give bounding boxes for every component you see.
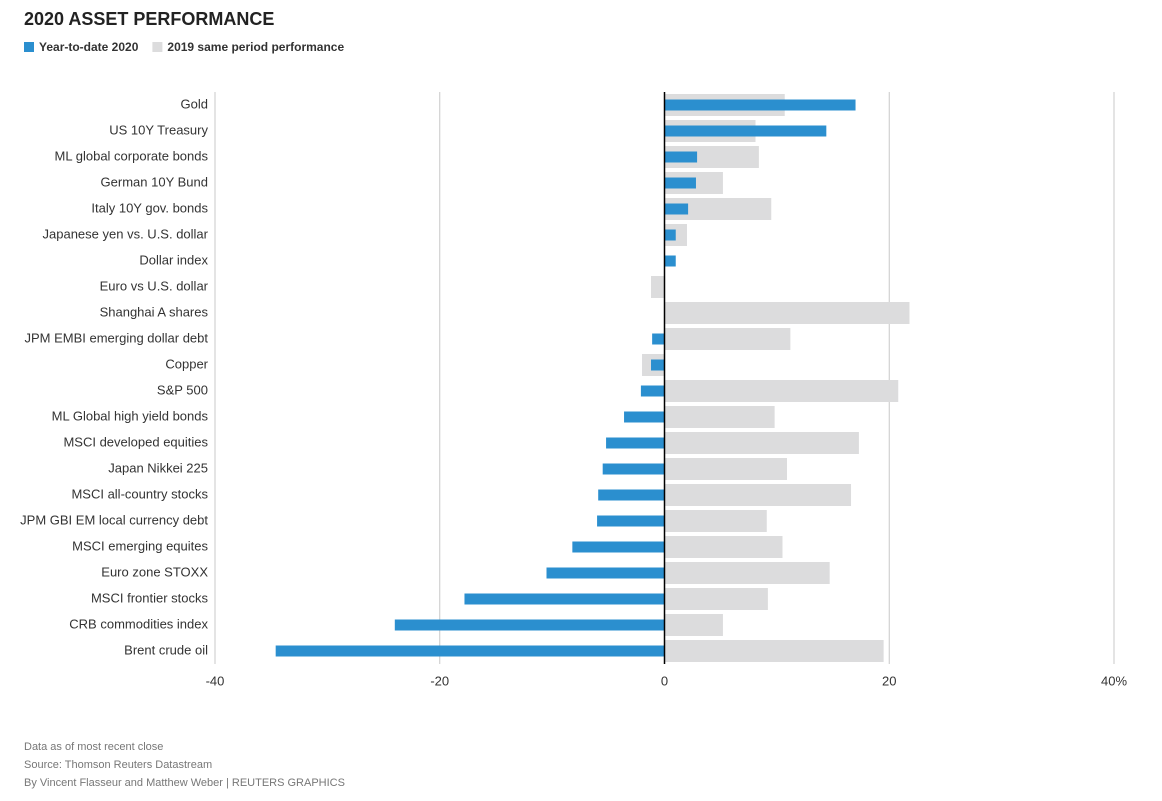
y-tick-label: Euro zone STOXX [101, 564, 208, 579]
note: Data as of most recent close [24, 741, 163, 753]
bar [624, 411, 665, 423]
y-tick-label: German 10Y Bund [101, 174, 208, 189]
bar [664, 229, 676, 241]
legend-swatch [152, 42, 163, 52]
x-tick-label: -40 [206, 673, 225, 688]
y-tick-label: Shanghai A shares [100, 304, 209, 319]
bar [664, 484, 852, 506]
bar [572, 541, 665, 553]
bar [664, 510, 767, 532]
y-tick-label: Italy 10Y gov. bonds [91, 200, 208, 215]
bar [664, 99, 856, 111]
bar [640, 385, 665, 397]
legend-swatch [24, 42, 34, 52]
bar [664, 198, 772, 220]
bar [664, 562, 830, 584]
bar [664, 328, 791, 350]
bar [275, 645, 665, 657]
y-tick-label: JPM EMBI emerging dollar debt [24, 330, 208, 345]
y-tick-label: Dollar index [139, 252, 208, 267]
bar [664, 432, 859, 454]
y-tick-label: JPM GBI EM local currency debt [20, 512, 208, 527]
bar [664, 614, 723, 636]
x-tick-label: 0 [661, 673, 668, 688]
bar [464, 593, 665, 605]
y-tick-label: US 10Y Treasury [109, 122, 208, 137]
bar [664, 588, 768, 610]
y-tick-label: S&P 500 [157, 382, 208, 397]
bar [664, 406, 775, 428]
bar [664, 536, 783, 558]
y-tick-label: MSCI frontier stocks [91, 590, 209, 605]
y-tick-label: Japan Nikkei 225 [108, 460, 208, 475]
y-tick-label: MSCI emerging equites [72, 538, 208, 553]
bar [664, 380, 899, 402]
bar [664, 255, 676, 267]
bar [606, 437, 665, 449]
x-tick-label: 40% [1101, 673, 1127, 688]
bar [664, 203, 689, 215]
y-tick-label: Gold [181, 96, 208, 111]
x-tick-label: -20 [430, 673, 449, 688]
bar [664, 458, 787, 480]
y-tick-label: Japanese yen vs. U.S. dollar [43, 226, 209, 241]
bar [394, 619, 665, 631]
y-tick-label: MSCI all-country stocks [71, 486, 208, 501]
note: Source: Thomson Reuters Datastream [24, 759, 212, 771]
y-tick-label: Copper [165, 356, 208, 371]
note: By Vincent Flasseur and Matthew Weber | … [24, 777, 345, 789]
bar [597, 515, 665, 527]
bar [664, 640, 884, 662]
bar [664, 151, 698, 163]
bar [651, 359, 665, 371]
y-tick-label: ML global corporate bonds [55, 148, 209, 163]
bar [664, 125, 827, 137]
bar [664, 302, 910, 324]
bar [652, 333, 665, 345]
legend-label: Year-to-date 2020 [39, 40, 139, 54]
y-tick-label: Euro vs U.S. dollar [100, 278, 209, 293]
chart-title: 2020 ASSET PERFORMANCE [24, 9, 274, 29]
legend-label: 2019 same period performance [167, 40, 344, 54]
bar [651, 276, 665, 298]
bar [602, 463, 665, 475]
bar [546, 567, 665, 579]
y-tick-label: Brent crude oil [124, 642, 208, 657]
bar [598, 489, 665, 501]
y-tick-label: MSCI developed equities [63, 434, 208, 449]
x-tick-label: 20 [882, 673, 896, 688]
y-tick-label: ML Global high yield bonds [52, 408, 209, 423]
bar [664, 177, 696, 189]
y-tick-label: CRB commodities index [69, 616, 208, 631]
